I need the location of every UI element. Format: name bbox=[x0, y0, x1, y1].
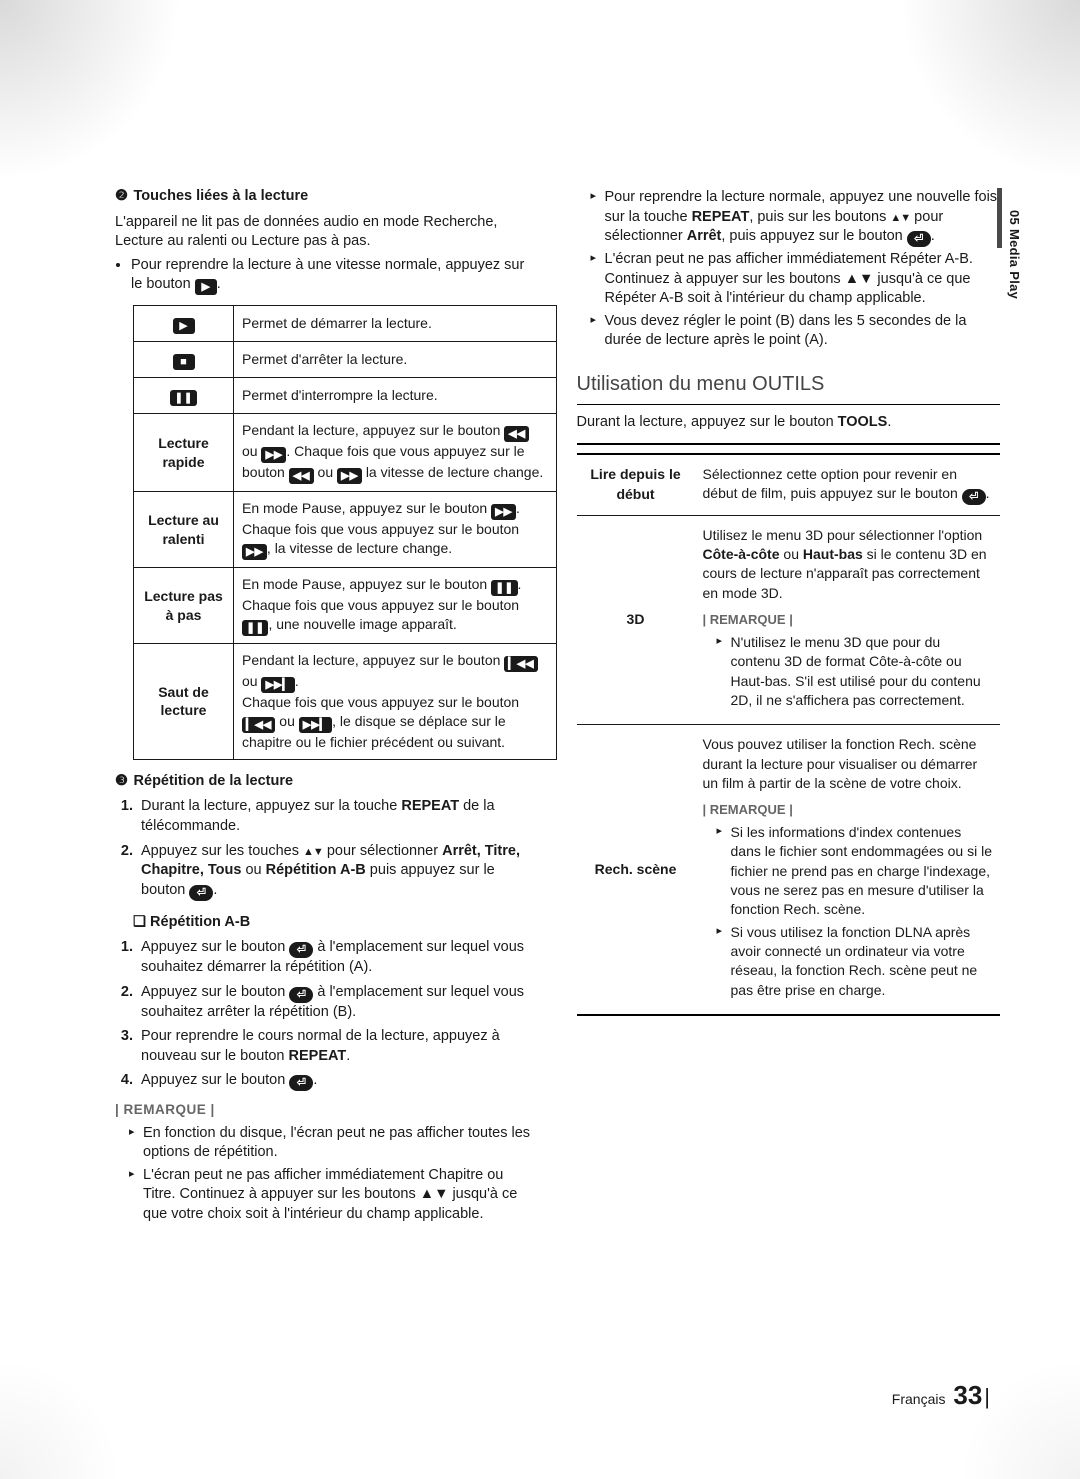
list-item: Appuyez sur le bouton ⏎ à l'emplacement … bbox=[137, 938, 539, 978]
page-body: ❷ Touches liées à la lecture L'appareil … bbox=[0, 0, 1080, 1268]
cell-text: En mode Pause, appuyez sur le bouton ▶▶.… bbox=[234, 492, 557, 568]
enter-icon: ⏎ bbox=[189, 885, 213, 901]
table-row: ▶ Permet de démarrer la lecture. bbox=[134, 306, 557, 342]
list-item: Appuyez sur le bouton ⏎ à l'emplacement … bbox=[137, 983, 539, 1023]
list-item: Vous devez régler le point (B) dans les … bbox=[591, 312, 1001, 351]
skip-next-icon: ▶▶▎ bbox=[261, 677, 294, 693]
enter-icon: ⏎ bbox=[289, 942, 313, 958]
table-row: ■ Permet d'arrêter la lecture. bbox=[134, 342, 557, 378]
heading-touches: ❷ Touches liées à la lecture bbox=[115, 187, 539, 207]
row-label: 3D bbox=[577, 515, 695, 724]
cell-text: Permet d'interrompre la lecture. bbox=[234, 378, 557, 414]
intro-text: L'appareil ne lit pas de données audio e… bbox=[115, 213, 539, 252]
list-item: Durant la lecture, appuyez sur la touche… bbox=[137, 797, 539, 836]
enter-icon: ⏎ bbox=[962, 489, 986, 505]
fastfwd-icon: ▶▶ bbox=[261, 447, 286, 463]
row-label: Rech. scène bbox=[577, 725, 695, 1015]
cell-text: Permet de démarrer la lecture. bbox=[234, 306, 557, 342]
box-marker-icon: ❏ bbox=[133, 914, 146, 930]
list-item: L'écran peut ne pas afficher immédiateme… bbox=[129, 1166, 539, 1225]
stop-icon: ■ bbox=[173, 354, 195, 370]
pause-icon: ❚❚ bbox=[242, 620, 268, 636]
table-row: ❚❚ Permet d'interrompre la lecture. bbox=[134, 378, 557, 414]
row-label: Saut de lecture bbox=[134, 644, 234, 760]
cell-text: Pendant la lecture, appuyez sur le bouto… bbox=[234, 644, 557, 760]
footer-pipe-icon: | bbox=[984, 1384, 990, 1409]
list-item: Si vous utilisez la fonction DLNA après … bbox=[717, 923, 993, 1000]
list-item: N'utilisez le menu 3D que pour du conten… bbox=[717, 633, 993, 710]
tools-table: Lire depuis le début Sélectionnez cette … bbox=[577, 453, 1001, 1016]
heading-text: Touches liées à la lecture bbox=[134, 188, 309, 204]
rewind-icon: ◀◀ bbox=[289, 468, 314, 484]
table-row: Rech. scène Vous pouvez utiliser la fonc… bbox=[577, 725, 1001, 1015]
skip-prev-icon: ▎◀◀ bbox=[242, 717, 275, 733]
table-row: Lecture pas à pas En mode Pause, appuyez… bbox=[134, 568, 557, 644]
heading-repeat: ❸ Répétition de la lecture bbox=[115, 772, 539, 792]
note-heading: REMARQUE bbox=[703, 611, 993, 629]
table-row: Saut de lecture Pendant la lecture, appu… bbox=[134, 644, 557, 760]
list-item: Pour reprendre la lecture normale, appuy… bbox=[591, 188, 1001, 247]
note-heading: REMARQUE bbox=[703, 801, 993, 819]
resume-line: Pour reprendre la lecture à une vitesse … bbox=[131, 256, 539, 296]
note-list: Si les informations d'index contenues da… bbox=[703, 823, 993, 1000]
note-heading: REMARQUE bbox=[115, 1101, 539, 1119]
top-note-list: Pour reprendre la lecture normale, appuy… bbox=[577, 188, 1001, 351]
row-label: Lire depuis le début bbox=[577, 454, 695, 516]
cell-text: Permet d'arrêter la lecture. bbox=[234, 342, 557, 378]
cell-text: Pendant la lecture, appuyez sur le bouto… bbox=[234, 414, 557, 492]
list-item: Si les informations d'index contenues da… bbox=[717, 823, 993, 920]
heading-text: Répétition de la lecture bbox=[134, 773, 294, 789]
step-num-icon: ❷ bbox=[115, 187, 130, 207]
pause-icon: ❚❚ bbox=[170, 390, 196, 406]
skip-prev-icon: ▎◀◀ bbox=[504, 656, 537, 672]
section-title-tools: Utilisation du menu OUTILS bbox=[577, 371, 1001, 398]
fastfwd-icon: ▶▶ bbox=[337, 468, 362, 484]
play-icon: ▶ bbox=[195, 279, 217, 295]
table-row: 3D Utilisez le menu 3D pour sélectionner… bbox=[577, 515, 1001, 724]
rewind-icon: ◀◀ bbox=[504, 426, 529, 442]
cell-text: Utilisez le menu 3D pour sélectionner l'… bbox=[695, 515, 1001, 724]
enter-icon: ⏎ bbox=[289, 1075, 313, 1091]
list-item: L'écran peut ne pas afficher immédiateme… bbox=[591, 250, 1001, 309]
note-list: En fonction du disque, l'écran peut ne p… bbox=[115, 1124, 539, 1225]
pause-icon: ❚❚ bbox=[491, 580, 517, 596]
list-item: Appuyez sur le bouton ⏎. bbox=[137, 1071, 539, 1091]
page-footer: Français 33| bbox=[892, 1380, 990, 1411]
play-icon: ▶ bbox=[173, 318, 195, 334]
section-subtitle: Durant la lecture, appuyez sur le bouton… bbox=[577, 413, 1001, 433]
list-item: Pour reprendre le cours normal de la lec… bbox=[137, 1027, 539, 1066]
enter-icon: ⏎ bbox=[289, 987, 313, 1003]
left-column: ❷ Touches liées à la lecture L'appareil … bbox=[115, 185, 539, 1228]
list-item: En fonction du disque, l'écran peut ne p… bbox=[129, 1124, 539, 1163]
page-number: 33 bbox=[953, 1380, 982, 1410]
divider bbox=[577, 443, 1001, 445]
footer-lang: Français bbox=[892, 1391, 946, 1407]
skip-next-icon: ▶▶▎ bbox=[299, 717, 332, 733]
playback-table: ▶ Permet de démarrer la lecture. ■ Perme… bbox=[133, 305, 557, 760]
fastfwd-icon: ▶▶ bbox=[491, 504, 516, 520]
right-column: Pour reprendre la lecture normale, appuy… bbox=[577, 185, 1001, 1228]
ab-steps: Appuyez sur le bouton ⏎ à l'emplacement … bbox=[115, 938, 539, 1091]
row-label: Lecture rapide bbox=[134, 414, 234, 492]
row-label: Lecture au ralenti bbox=[134, 492, 234, 568]
note-list: N'utilisez le menu 3D que pour du conten… bbox=[703, 633, 993, 710]
cell-text: Vous pouvez utiliser la fonction Rech. s… bbox=[695, 725, 1001, 1015]
repeat-steps: Durant la lecture, appuyez sur la touche… bbox=[115, 797, 539, 900]
cell-text: Sélectionnez cette option pour revenir e… bbox=[695, 454, 1001, 516]
divider bbox=[577, 404, 1001, 405]
sub-heading-ab: ❏ Répétition A-B bbox=[115, 913, 539, 933]
enter-icon: ⏎ bbox=[907, 231, 931, 247]
row-label: Lecture pas à pas bbox=[134, 568, 234, 644]
resume-note: Pour reprendre la lecture à une vitesse … bbox=[115, 256, 539, 296]
step-num-icon: ❸ bbox=[115, 772, 130, 792]
cell-text: En mode Pause, appuyez sur le bouton ❚❚.… bbox=[234, 568, 557, 644]
list-item: Appuyez sur les touches ▲▼ pour sélectio… bbox=[137, 842, 539, 901]
table-row: Lecture au ralenti En mode Pause, appuye… bbox=[134, 492, 557, 568]
table-row: Lire depuis le début Sélectionnez cette … bbox=[577, 454, 1001, 516]
table-row: Lecture rapide Pendant la lecture, appuy… bbox=[134, 414, 557, 492]
fastfwd-icon: ▶▶ bbox=[242, 544, 267, 560]
